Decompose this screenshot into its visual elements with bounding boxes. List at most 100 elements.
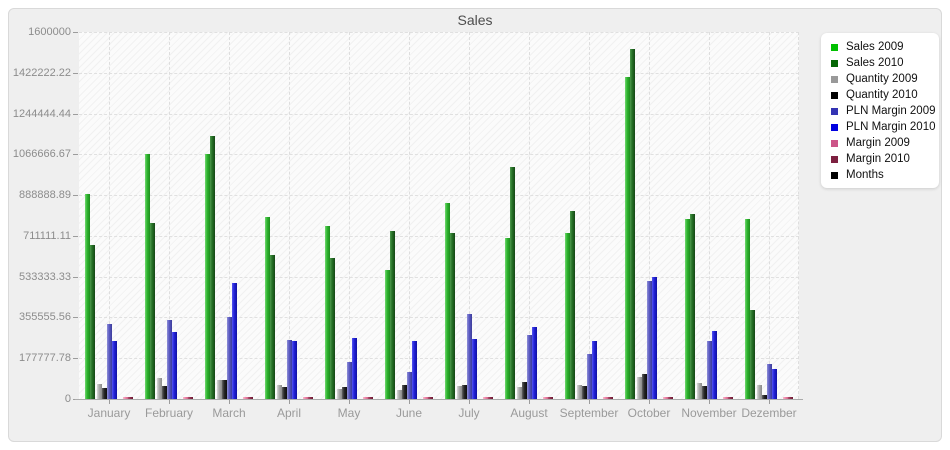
x-gridline-right-edge: [798, 32, 799, 399]
bar-pln-margin-2009-may: [347, 362, 352, 399]
bar-pln-margin-2010-may: [352, 338, 357, 399]
legend-label: Quantity 2010: [846, 89, 918, 101]
y-axis-label: 1066666.67: [12, 148, 71, 161]
bar-quantity-2010-september: [582, 386, 587, 399]
bar-sales-2009-november: [685, 218, 690, 399]
x-axis-tick: [169, 400, 170, 404]
bar-sales-2010-august: [510, 166, 515, 399]
x-axis-tick: [529, 400, 530, 404]
bar-margin-2009-april: [303, 396, 308, 399]
bar-margin-2010-november: [728, 396, 733, 399]
x-axis-tick: [769, 400, 770, 404]
bar-quantity-2009-july: [457, 385, 462, 399]
chart-title: Sales: [457, 12, 493, 28]
x-gridline: [649, 32, 650, 399]
legend-swatch-months-icon: [831, 171, 838, 179]
bar-pln-margin-2010-november: [712, 330, 717, 399]
y-gridline: [79, 276, 799, 278]
x-axis-label-march: March: [212, 406, 246, 420]
x-axis-tick: [289, 400, 290, 404]
bar-pln-margin-2010-april: [292, 341, 297, 399]
x-axis-label-october: October: [627, 406, 671, 420]
x-gridline: [709, 32, 710, 399]
x-gridline: [769, 32, 770, 399]
bar-quantity-2010-february: [162, 385, 167, 399]
bar-sales-2009-may: [325, 225, 330, 399]
bar-quantity-2009-june: [397, 390, 402, 399]
legend-item-pln-margin-2009[interactable]: PLN Margin 2009: [821, 103, 939, 119]
x-axis-label-november: November: [681, 406, 737, 420]
plot-area: [79, 32, 799, 399]
legend-item-pln-margin-2010[interactable]: PLN Margin 2010: [821, 119, 939, 135]
bar-sales-2009-february: [145, 154, 150, 399]
bar-margin-2009-june: [423, 396, 428, 399]
y-axis-tick: [73, 113, 78, 115]
bar-quantity-2010-january: [102, 387, 107, 399]
bar-sales-2009-march: [205, 153, 210, 399]
x-axis-label-september: September: [559, 406, 619, 420]
legend-item-sales-2010[interactable]: Sales 2010: [821, 55, 939, 71]
bar-pln-margin-2010-march: [232, 282, 237, 399]
bar-sales-2009-july: [445, 203, 450, 399]
x-axis-label-april: April: [276, 406, 301, 420]
bar-margin-2010-february: [188, 396, 193, 399]
legend-item-quantity-2009[interactable]: Quantity 2009: [821, 71, 939, 87]
bar-quantity-2009-march: [217, 379, 222, 399]
y-axis-label: 711111.11: [23, 229, 71, 242]
x-gridline: [589, 32, 590, 399]
bar-sales-2010-march: [210, 136, 215, 399]
bar-pln-margin-2009-dezember: [767, 363, 772, 399]
bar-sales-2010-november: [690, 213, 695, 399]
bar-quantity-2009-dezember: [757, 385, 762, 399]
bar-margin-2009-dezember: [783, 396, 788, 399]
bar-pln-margin-2010-january: [112, 340, 117, 399]
bar-sales-2009-june: [385, 270, 390, 399]
legend-item-quantity-2010[interactable]: Quantity 2010: [821, 87, 939, 103]
x-axis-tick: [469, 400, 470, 404]
legend-item-margin-2009[interactable]: Margin 2009: [821, 135, 939, 151]
bar-pln-margin-2009-january: [107, 324, 112, 399]
y-axis-tick: [73, 235, 78, 237]
bar-quantity-2009-april: [277, 385, 282, 399]
legend-swatch-margin-2009-icon: [831, 139, 838, 147]
legend-item-margin-2010[interactable]: Margin 2010: [821, 151, 939, 167]
x-axis-line: [75, 399, 803, 400]
bar-sales-2009-august: [505, 238, 510, 399]
bar-quantity-2010-march: [222, 380, 227, 399]
bar-sales-2010-september: [570, 210, 575, 399]
y-axis-tick: [73, 72, 78, 74]
y-axis-label: 355555.56: [19, 311, 71, 324]
bar-margin-2010-dezember: [788, 396, 793, 399]
legend-label: Margin 2009: [846, 137, 910, 149]
legend-swatch-sales-2010-icon: [831, 59, 838, 67]
x-axis-label-june: June: [395, 406, 423, 420]
bar-pln-margin-2009-april: [287, 339, 292, 399]
bar-margin-2010-april: [308, 396, 313, 399]
y-axis-tick: [73, 154, 78, 156]
x-axis-tick: [409, 400, 410, 404]
bar-margin-2009-january: [123, 396, 128, 399]
legend-label: Months: [846, 169, 884, 181]
bar-sales-2010-june: [390, 231, 395, 399]
legend-label: Sales 2010: [846, 57, 904, 69]
x-axis-label-july: July: [458, 406, 480, 420]
legend-item-sales-2009[interactable]: Sales 2009: [821, 39, 939, 55]
bar-pln-margin-2010-august: [532, 327, 537, 399]
bar-quantity-2010-april: [282, 387, 287, 399]
x-gridline: [529, 32, 530, 399]
legend-label: Quantity 2009: [846, 73, 918, 85]
legend: Sales 2009 Sales 2010 Quantity 2009 Quantit…: [821, 33, 939, 188]
bar-margin-2009-november: [723, 396, 728, 399]
y-axis-label: 1600000: [28, 26, 71, 38]
y-axis-label: 1422222.22: [12, 66, 71, 79]
bar-pln-margin-2010-july: [472, 338, 477, 399]
y-gridline: [79, 72, 799, 74]
bar-margin-2010-september: [608, 396, 613, 399]
x-gridline: [289, 32, 290, 399]
legend-label: Margin 2010: [846, 153, 910, 165]
x-axis-tick: [229, 400, 230, 404]
bar-pln-margin-2010-june: [412, 340, 417, 399]
x-axis-tick: [589, 400, 590, 404]
bar-quantity-2010-may: [342, 387, 347, 399]
legend-item-months[interactable]: Months: [821, 167, 939, 183]
